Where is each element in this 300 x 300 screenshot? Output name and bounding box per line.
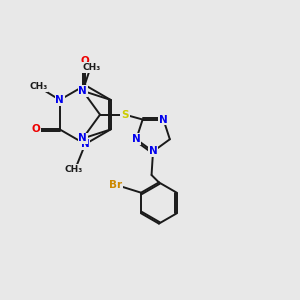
Text: N: N <box>149 146 158 157</box>
Text: N: N <box>78 86 87 96</box>
Text: O: O <box>32 124 40 134</box>
Text: O: O <box>81 56 90 66</box>
Text: CH₃: CH₃ <box>64 165 83 174</box>
Text: CH₃: CH₃ <box>82 63 101 72</box>
Text: N: N <box>159 115 168 124</box>
Text: S: S <box>121 110 129 120</box>
Text: N: N <box>81 139 90 149</box>
Text: Br: Br <box>110 180 123 190</box>
Text: CH₃: CH₃ <box>29 82 47 91</box>
Text: N: N <box>132 134 141 144</box>
Text: N: N <box>78 134 87 143</box>
Text: N: N <box>55 95 64 105</box>
